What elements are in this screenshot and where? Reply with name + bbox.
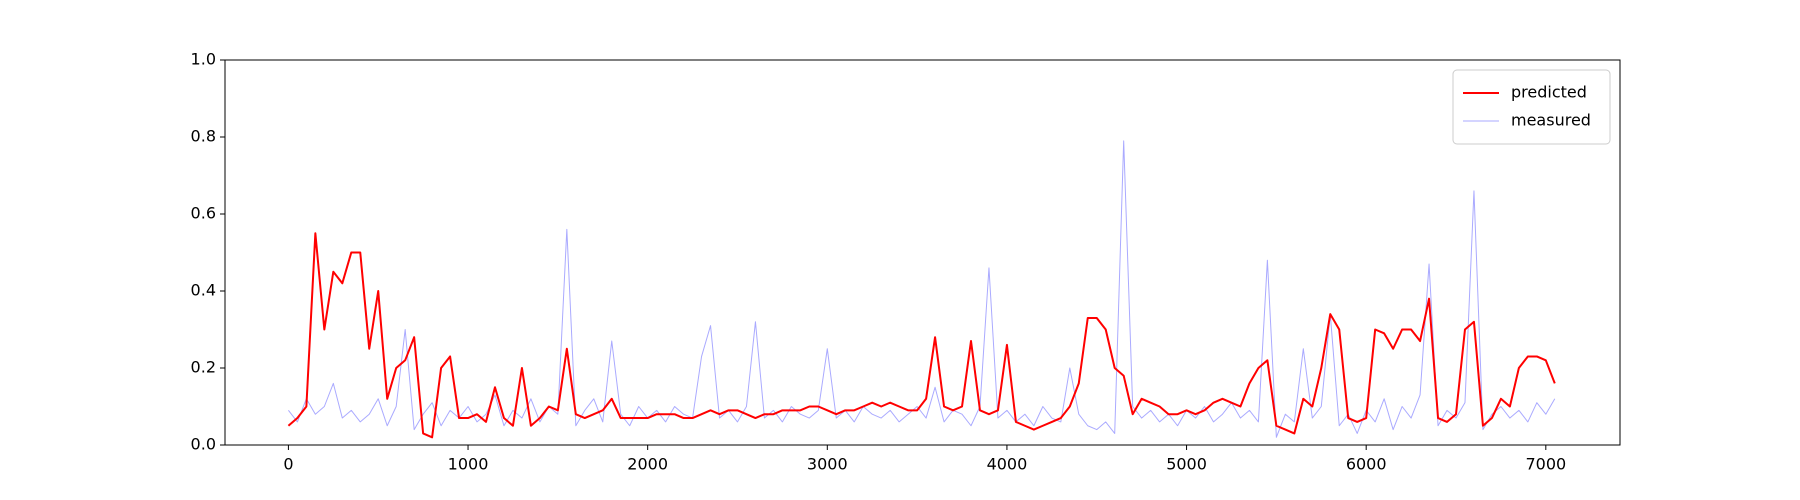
x-tick-label: 5000 xyxy=(1166,455,1207,474)
legend: predicted measured xyxy=(1452,69,1611,145)
plot-frame xyxy=(224,59,1621,446)
legend-label: predicted xyxy=(1511,83,1587,102)
x-tick-label: 7000 xyxy=(1525,455,1566,474)
legend-box xyxy=(1452,69,1611,145)
y-tick-label: 0.2 xyxy=(191,358,216,377)
x-tick-label: 1000 xyxy=(448,455,489,474)
y-tick-label: 1.0 xyxy=(191,50,216,69)
x-tick-label: 3000 xyxy=(807,455,848,474)
series-line xyxy=(288,140,1556,438)
y-tick-label: 0.4 xyxy=(191,281,216,300)
y-tick-label: 0.8 xyxy=(191,127,216,146)
x-tick-label: 4000 xyxy=(987,455,1028,474)
x-tick-label: 6000 xyxy=(1346,455,1387,474)
y-tick-label: 0.0 xyxy=(191,435,216,454)
y-tick-label: 0.6 xyxy=(191,204,216,223)
legend-label: measured xyxy=(1511,111,1591,130)
x-tick-label: 2000 xyxy=(627,455,668,474)
series-line xyxy=(287,232,1556,439)
x-tick-label: 0 xyxy=(283,455,293,474)
